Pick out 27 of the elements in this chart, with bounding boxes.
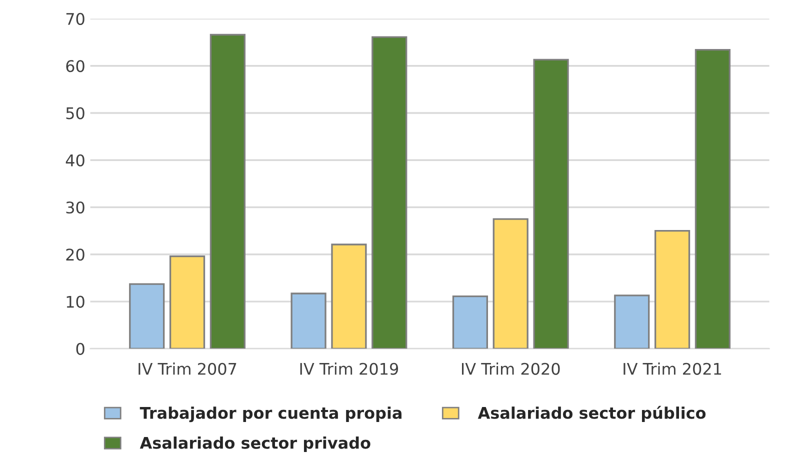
x-tick-label: IV Trim 2021 <box>624 362 722 375</box>
y-tick-label: 50 <box>66 107 84 120</box>
x-tick-label: IV Trim 2020 <box>462 362 560 375</box>
bar <box>210 34 246 349</box>
y-tick-label: 60 <box>66 60 84 72</box>
y-tick-label: 0 <box>76 342 84 355</box>
bar <box>452 296 488 349</box>
bar <box>614 294 650 349</box>
x-tick-label: IV Trim 2019 <box>300 362 398 375</box>
bar <box>654 230 690 349</box>
bar <box>290 292 326 349</box>
legend-label: Asalariado sector privado <box>140 436 370 452</box>
bar <box>129 283 165 349</box>
bar <box>169 255 206 349</box>
legend-label: Asalariado sector público <box>478 406 706 422</box>
x-tick-label: IV Trim 2007 <box>138 362 236 375</box>
legend-label: Trabajador por cuenta propia <box>140 406 402 422</box>
y-tick-label: 40 <box>66 154 84 166</box>
bar <box>533 58 569 349</box>
bar <box>492 218 528 349</box>
bar <box>694 48 731 349</box>
y-tick-label: 30 <box>66 201 84 214</box>
bar <box>331 244 367 349</box>
y-tick-label: 70 <box>66 12 84 26</box>
bar <box>372 36 408 349</box>
y-tick-label: 10 <box>66 296 84 308</box>
y-tick-label: 20 <box>66 248 84 261</box>
